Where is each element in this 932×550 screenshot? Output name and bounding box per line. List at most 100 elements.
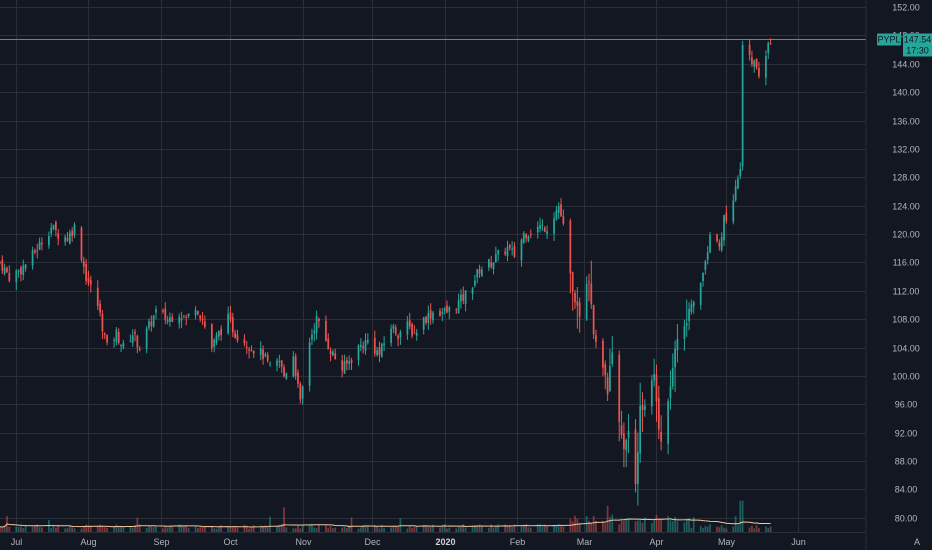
auto-scale-button[interactable]: A [914, 537, 920, 547]
candle-body [17, 270, 20, 272]
candle-body [6, 267, 8, 273]
candle-body [539, 225, 541, 229]
volume-bar [313, 527, 316, 532]
volume-bar [24, 525, 27, 532]
candle-body [639, 405, 642, 454]
candle-body [138, 348, 141, 351]
volume-bar [8, 526, 11, 532]
candle-body [227, 313, 230, 334]
volume-bar [243, 524, 246, 532]
candle-body [411, 323, 413, 336]
candle-body [96, 287, 99, 306]
candle-body [422, 317, 425, 330]
volume-bar [765, 526, 767, 532]
candle-body [150, 321, 153, 326]
candle-body [280, 360, 283, 367]
candle-body [688, 308, 690, 321]
volume-bar [425, 525, 427, 532]
volume-bar [625, 518, 628, 532]
volume-bar [343, 526, 346, 532]
volume-bar [71, 527, 74, 532]
candle-body [129, 341, 132, 343]
candle-body [245, 346, 248, 348]
candle-body [448, 307, 451, 312]
volume-bar [394, 525, 397, 532]
volume-bar [278, 524, 281, 532]
volume-bar [541, 526, 544, 532]
candle-body [145, 328, 148, 349]
volume-bar [546, 526, 548, 532]
volume-bar [129, 526, 132, 532]
candle-body [536, 226, 539, 233]
candle-body [576, 301, 579, 306]
x-tick-label: Jul [11, 537, 23, 547]
time-axis[interactable]: Jul Aug Sep Oct Nov Dec 2020 Feb Mar Apr May Jun A [0, 532, 920, 548]
volume-bar [623, 521, 625, 532]
volume-bar [283, 507, 285, 532]
volume-bar [245, 525, 248, 532]
candle-body [520, 239, 523, 261]
candle-body [357, 345, 360, 360]
volume-bar [378, 528, 381, 532]
candle-body [525, 234, 527, 239]
volume-bar [643, 517, 646, 532]
volume-bar [131, 527, 134, 532]
volume-bar [348, 525, 351, 532]
candle-body [408, 319, 411, 327]
candle-body [297, 372, 299, 384]
candle-body [383, 343, 385, 346]
volume-bar [595, 520, 597, 532]
volume-bar [115, 524, 118, 532]
candle-body [115, 329, 118, 343]
x-tick-label: Dec [364, 537, 381, 547]
price-axis[interactable]: 80.00 84.00 88.00 92.00 96.00 100.00 104.00 108… [865, 0, 920, 550]
volume-bar [66, 527, 69, 532]
candle-body [769, 42, 772, 45]
candle-body [283, 367, 285, 377]
candle-body [215, 335, 218, 343]
volume-bar [432, 524, 434, 532]
volume-bar [264, 525, 267, 532]
volume-bar [669, 520, 672, 532]
candle-body [329, 350, 332, 355]
candle-body [657, 398, 660, 430]
volume-bar [539, 524, 541, 532]
volume-bar [506, 525, 509, 532]
volume-bar [618, 524, 621, 532]
volume-bar [553, 525, 555, 532]
volume-bar [364, 525, 367, 532]
candle-body [376, 350, 379, 356]
y-tick-label: 92.00 [895, 429, 918, 439]
volume-bar [702, 528, 704, 532]
volume-bar [17, 527, 20, 532]
volume-bar [301, 525, 304, 532]
candle-body [106, 334, 108, 343]
volume-bar [446, 528, 448, 532]
candle-body [737, 178, 739, 189]
candle-body [101, 313, 104, 332]
volume-bar [280, 524, 283, 532]
x-tick-label: Sep [153, 537, 169, 547]
volume-bar [692, 517, 695, 532]
candle-body [210, 324, 213, 349]
volume-bar [478, 524, 481, 532]
volume-bar [474, 524, 476, 532]
volume-bar [574, 515, 576, 532]
volume-bar [3, 525, 6, 532]
volume-bar [113, 525, 115, 532]
candle-body [185, 316, 188, 318]
volume-bar [476, 525, 479, 532]
candle-body [685, 323, 688, 326]
candles[interactable] [0, 38, 772, 506]
candle-body [543, 227, 546, 232]
volume-bar [101, 525, 104, 532]
candle-body [152, 315, 155, 327]
candle-body [481, 269, 483, 277]
volume-bar [166, 527, 169, 532]
candle-body [474, 280, 476, 286]
candle-body [378, 347, 381, 356]
candle-body [8, 272, 11, 281]
candle-body [676, 338, 679, 351]
